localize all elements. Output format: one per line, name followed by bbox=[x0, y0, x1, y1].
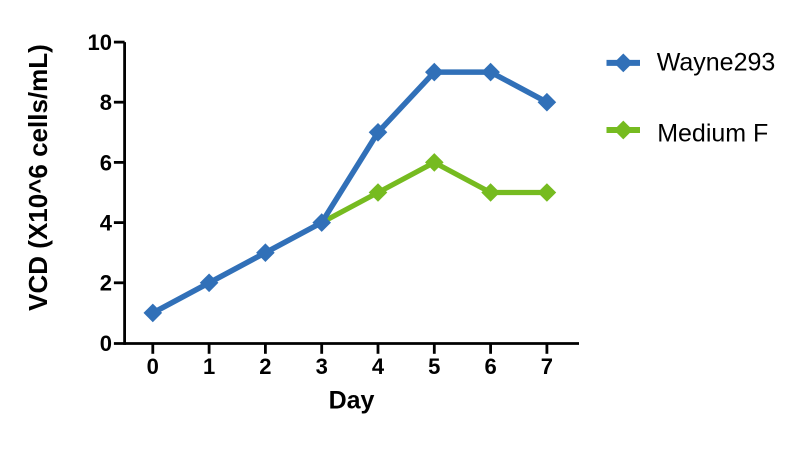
svg-text:4: 4 bbox=[100, 211, 113, 236]
svg-text:0: 0 bbox=[100, 331, 112, 356]
svg-text:Medium F: Medium F bbox=[657, 120, 768, 148]
svg-text:5: 5 bbox=[428, 354, 440, 379]
svg-text:4: 4 bbox=[372, 354, 385, 379]
svg-text:2: 2 bbox=[100, 271, 112, 296]
svg-text:1: 1 bbox=[203, 354, 215, 379]
svg-text:6: 6 bbox=[100, 150, 112, 175]
svg-text:2: 2 bbox=[259, 354, 271, 379]
svg-text:Day: Day bbox=[329, 387, 375, 415]
svg-text:10: 10 bbox=[88, 30, 112, 55]
svg-text:Wayne293: Wayne293 bbox=[657, 49, 776, 77]
svg-text:6: 6 bbox=[484, 354, 496, 379]
svg-text:VCD (X10^6 cells/mL): VCD (X10^6 cells/mL) bbox=[23, 44, 53, 311]
svg-text:0: 0 bbox=[147, 354, 159, 379]
svg-text:7: 7 bbox=[541, 354, 553, 379]
svg-text:3: 3 bbox=[316, 354, 328, 379]
svg-text:8: 8 bbox=[100, 90, 112, 115]
